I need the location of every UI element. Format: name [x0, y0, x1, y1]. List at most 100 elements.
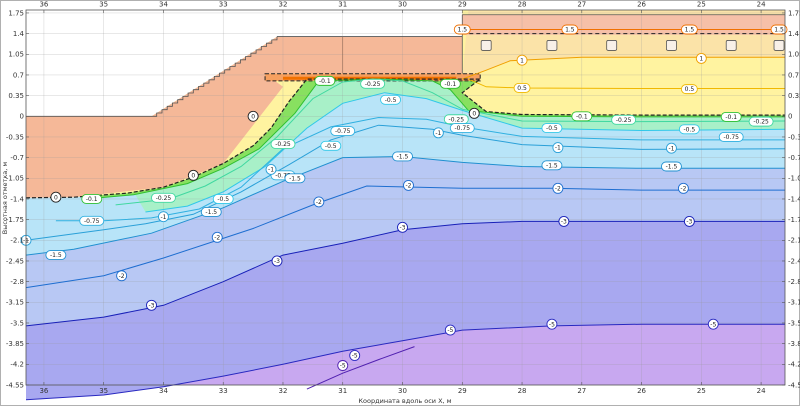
- contour-label-badge: [680, 84, 698, 95]
- contour-label-text: -2: [119, 273, 125, 280]
- contour-label: -3: [397, 221, 408, 233]
- contour-label-text: -0.25: [449, 116, 465, 123]
- y-tick-left: 0.7: [13, 71, 24, 79]
- contour-label: -0.25: [443, 114, 469, 125]
- contour-line: [85, 78, 785, 200]
- y-tick-right: 1.05: [788, 51, 800, 59]
- y-tick-right: -2.45: [788, 257, 800, 265]
- contour-label-text: -2: [680, 185, 686, 192]
- contour-label-text: -0.25: [753, 119, 769, 126]
- x-tick-top: 26: [637, 1, 646, 9]
- structures: [26, 14, 785, 117]
- contour-label-text: -2: [214, 234, 220, 241]
- contour-label-text: -0.25: [365, 81, 381, 88]
- x-tick-bottom: 36: [39, 387, 48, 395]
- contour-label-text: -0.75: [84, 218, 100, 225]
- contour-label-text: -1: [160, 214, 166, 221]
- contour-label-text: -1.5: [205, 209, 217, 216]
- contour-label-badge: [678, 124, 700, 135]
- y-tick-left: -2.1: [10, 237, 24, 245]
- contour-label: -0.5: [541, 123, 563, 134]
- contour-label: 0: [247, 110, 259, 122]
- y-tick-right: -1.75: [788, 216, 800, 224]
- contour-label-text: 1.5: [685, 27, 695, 34]
- y-tick-right: 0: [788, 113, 792, 121]
- y-tick-left: 1.4: [13, 30, 25, 38]
- y-tick-left: 1.05: [8, 51, 24, 59]
- contour-label-badge: [611, 114, 637, 125]
- contour-label: -3: [558, 215, 570, 227]
- y-tick-left: -4.55: [6, 381, 24, 389]
- contour-label: -5: [337, 360, 349, 371]
- x-tick-bottom: 25: [697, 387, 706, 395]
- y-tick-left: -0.7: [10, 154, 24, 162]
- contour-label: 1.5: [680, 24, 698, 35]
- contour-label-text: -2: [316, 199, 322, 206]
- contour-label: 0: [468, 107, 480, 119]
- contour-label-text: -0.1: [86, 196, 98, 203]
- contour-label-badge: [151, 192, 176, 203]
- contour-label-text: -3: [686, 219, 692, 226]
- contour-label: -0.25: [611, 114, 637, 125]
- y-tick-right: 0.7: [788, 71, 799, 79]
- pile-marker: [725, 40, 737, 51]
- contour-label-badge: [360, 78, 386, 89]
- contour-label-badge: [513, 83, 531, 93]
- contour-label-badge: [468, 107, 480, 119]
- contour-label: -2: [313, 196, 325, 208]
- contour-label-badge: [349, 350, 361, 361]
- contour-label: 0: [50, 191, 62, 203]
- contour-label: -5: [707, 318, 719, 330]
- contour-label: -0.25: [360, 78, 386, 89]
- x-tick-bottom: 26: [637, 387, 646, 395]
- contour-label-text: -3: [561, 219, 567, 226]
- contour-line: [306, 346, 415, 390]
- contour-label: -1: [265, 163, 277, 175]
- contour-label-text: -0.5: [385, 97, 397, 104]
- contour-label: 1.5: [453, 24, 471, 35]
- contour-label-text: -1: [555, 145, 561, 152]
- contour-label-badge: [81, 194, 103, 204]
- contour-label: -2: [403, 179, 414, 191]
- y-tick-right: -2.8: [788, 278, 800, 286]
- y-tick-right: -4.55: [788, 381, 800, 389]
- contour-label-badge: [770, 24, 788, 35]
- contour-lines: [25, 29, 786, 401]
- contour-label: -5: [349, 350, 361, 361]
- contour-label-badge: [265, 163, 277, 175]
- contour-label-badge: [546, 318, 558, 330]
- contour-label-text: 0: [54, 194, 58, 201]
- pile-marker: [773, 40, 785, 51]
- contour-line: [25, 124, 786, 241]
- contour-label-text: 0.5: [517, 85, 527, 92]
- slab-core: [282, 76, 457, 80]
- contour-label-text: -1: [668, 145, 674, 152]
- contour-label-badge: [516, 54, 528, 66]
- x-tick-bottom: 24: [757, 387, 766, 395]
- contour-label-text: -1.5: [289, 175, 301, 182]
- contour-label-badge: [320, 140, 342, 151]
- x-tick-top: 25: [697, 1, 706, 9]
- contour-label: 0.5: [513, 83, 531, 93]
- contour-label: -3: [146, 299, 157, 311]
- contour-label: -3: [683, 215, 695, 227]
- contour-label-text: -0.1: [319, 78, 331, 85]
- contour-label-badge: [432, 127, 444, 139]
- contour-label-text: 1.5: [458, 27, 468, 34]
- x-tick-top: 29: [458, 1, 467, 9]
- contour-label: -1.5: [45, 250, 67, 261]
- contour-label: -2: [552, 182, 564, 194]
- contour-label-badge: [50, 191, 62, 203]
- contour-label-text: 0: [191, 172, 195, 179]
- contour-label-badge: [449, 123, 475, 134]
- contour-label-text: -0.75: [275, 172, 291, 179]
- y-tick-left: -4.2: [10, 361, 24, 369]
- contour-label-text: -3: [149, 302, 155, 309]
- contour-label: -1: [552, 142, 564, 154]
- contour-label: -0.75: [79, 215, 105, 226]
- contour-label-text: -5: [549, 321, 555, 328]
- contour-label: -0.5: [212, 194, 234, 204]
- contour-label: -1.5: [284, 173, 306, 184]
- y-tick-right: -0.7: [788, 154, 800, 162]
